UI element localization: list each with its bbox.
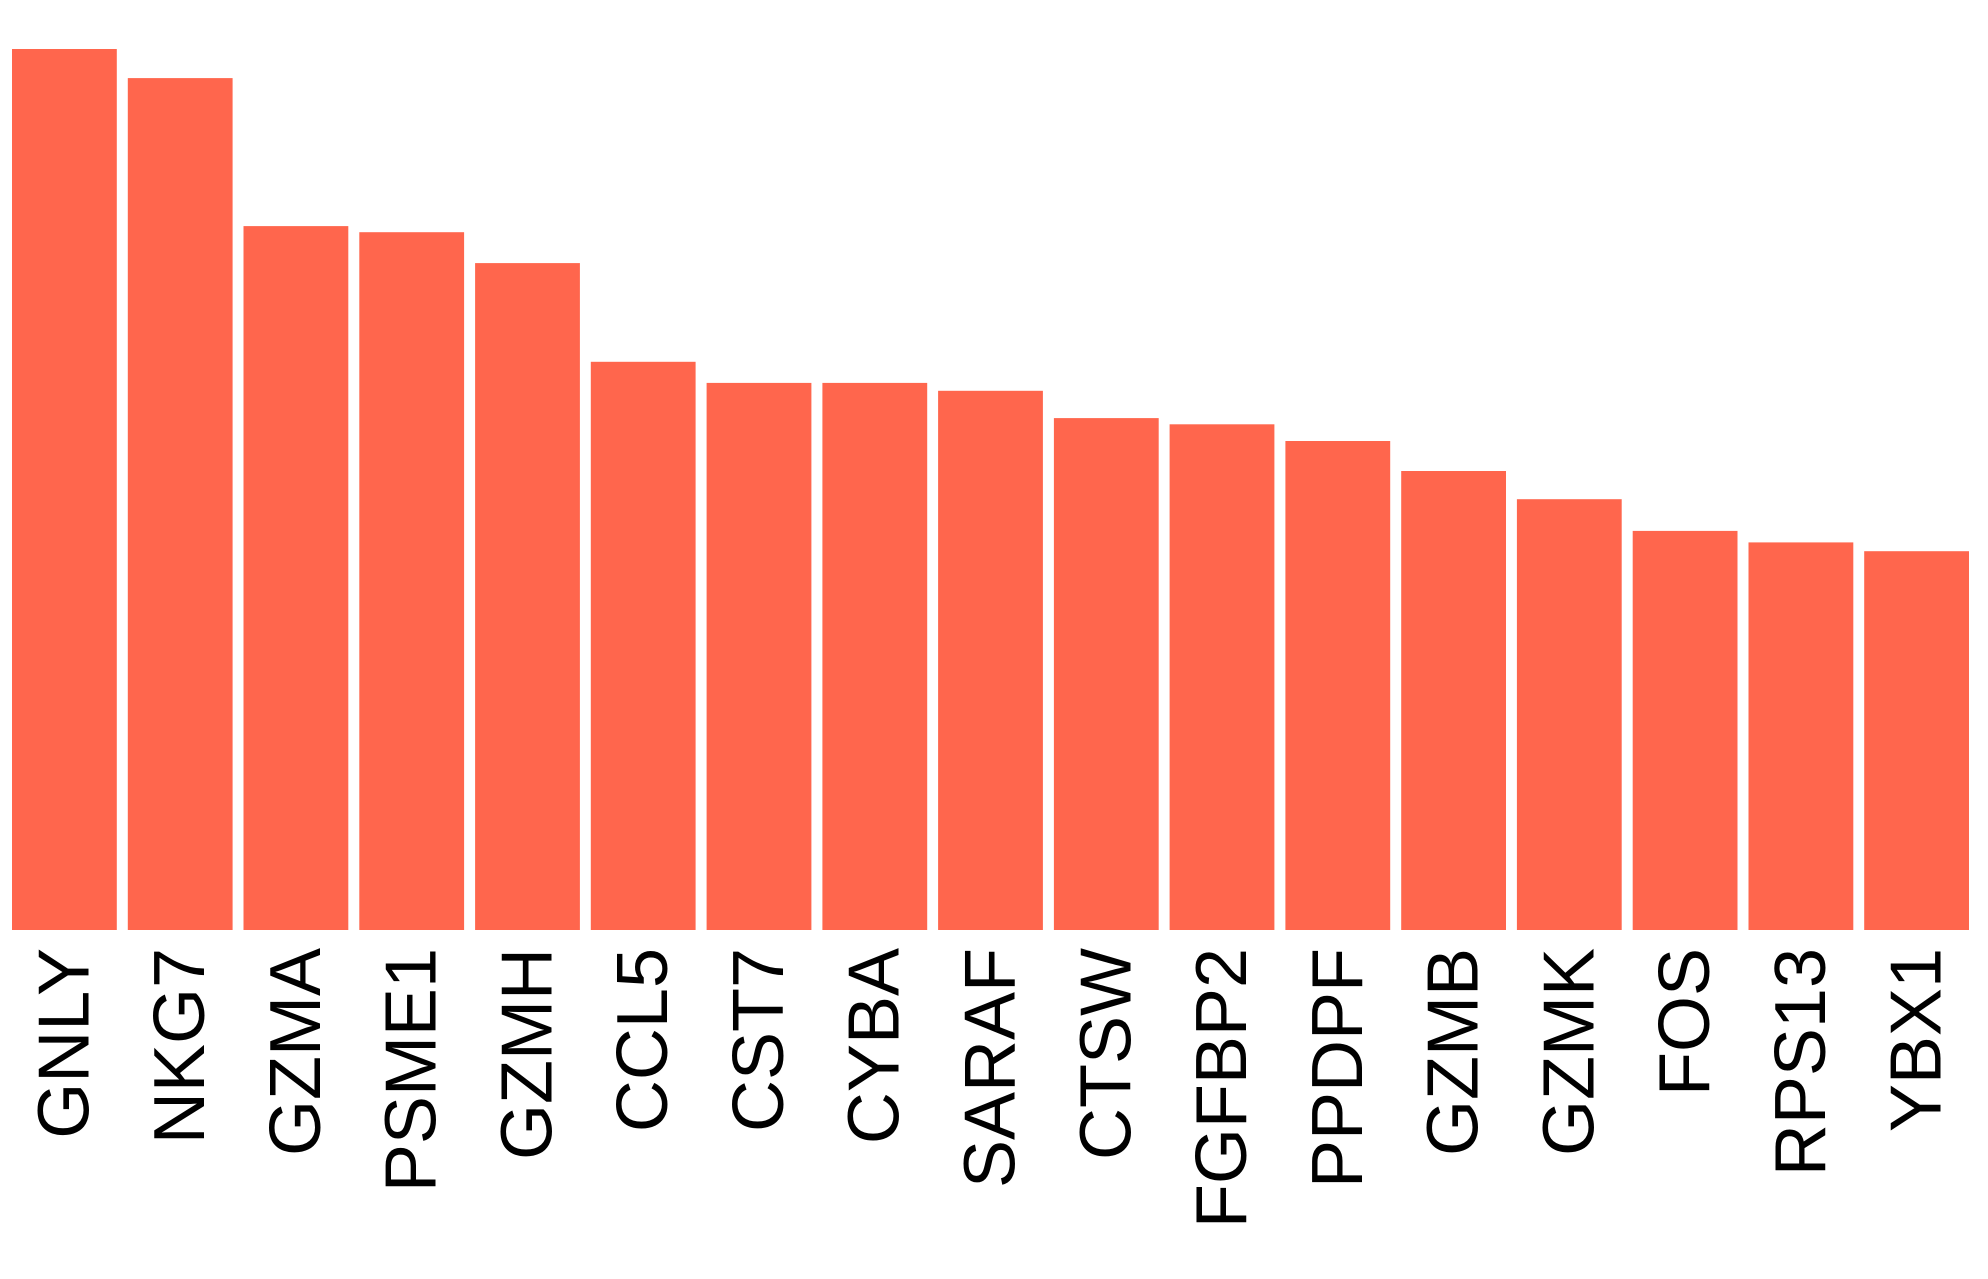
x-tick-label-ppdpf: PPDPF xyxy=(1298,948,1378,1188)
x-tick-label-fos: FOS xyxy=(1645,948,1725,1096)
x-tick-label-gzmh: GZMH xyxy=(487,948,567,1160)
x-tick-label-gzma: GZMA xyxy=(256,948,336,1156)
bar-gnly xyxy=(12,49,117,930)
x-tick-label-gzmb: GZMB xyxy=(1414,948,1494,1156)
bar-nkg7 xyxy=(127,78,233,931)
x-tick-label-psme1: PSME1 xyxy=(372,948,452,1192)
bar-ppdpf xyxy=(1285,441,1391,930)
bar-ybx1 xyxy=(1864,551,1969,930)
bar-cyba xyxy=(822,382,928,930)
x-tick-label-ybx1: YBX1 xyxy=(1877,948,1957,1132)
bar-gzmb xyxy=(1401,471,1506,930)
bar-rps13 xyxy=(1748,542,1854,930)
x-tick-label-ctsw: CTSW xyxy=(1066,948,1146,1160)
bar-gzmk xyxy=(1516,499,1622,930)
x-tick-label-ccl5: CCL5 xyxy=(603,948,683,1132)
bar-fgfbp2 xyxy=(1169,424,1275,930)
x-tick-label-saraf: SARAF xyxy=(951,948,1031,1188)
bar-gzma xyxy=(243,226,349,931)
x-tick-label-fgfbp2: FGFBP2 xyxy=(1182,948,1262,1228)
x-tick-label-nkg7: NKG7 xyxy=(140,948,220,1144)
x-tick-label-gzmk: GZMK xyxy=(1529,948,1609,1156)
bar-saraf xyxy=(938,390,1043,930)
bars-layer xyxy=(12,49,1969,931)
bar-ccl5 xyxy=(590,361,696,930)
x-tick-label-gnly: GNLY xyxy=(24,948,104,1139)
bar-psme1 xyxy=(359,232,465,930)
bar-ctsw xyxy=(1053,418,1159,930)
bar-gzmh xyxy=(475,263,580,931)
x-tick-label-rps13: RPS13 xyxy=(1761,948,1841,1176)
bar-fos xyxy=(1632,530,1738,930)
x-tick-label-cyba: CYBA xyxy=(835,948,915,1144)
x-tick-label-cst7: CST7 xyxy=(719,948,799,1132)
tick-labels-layer: GNLY NKG7 GZMA PSME1 GZMH CCL5 CST7 CYBA SARAF CT… xyxy=(24,948,1956,1228)
bar-cst7 xyxy=(706,382,812,930)
